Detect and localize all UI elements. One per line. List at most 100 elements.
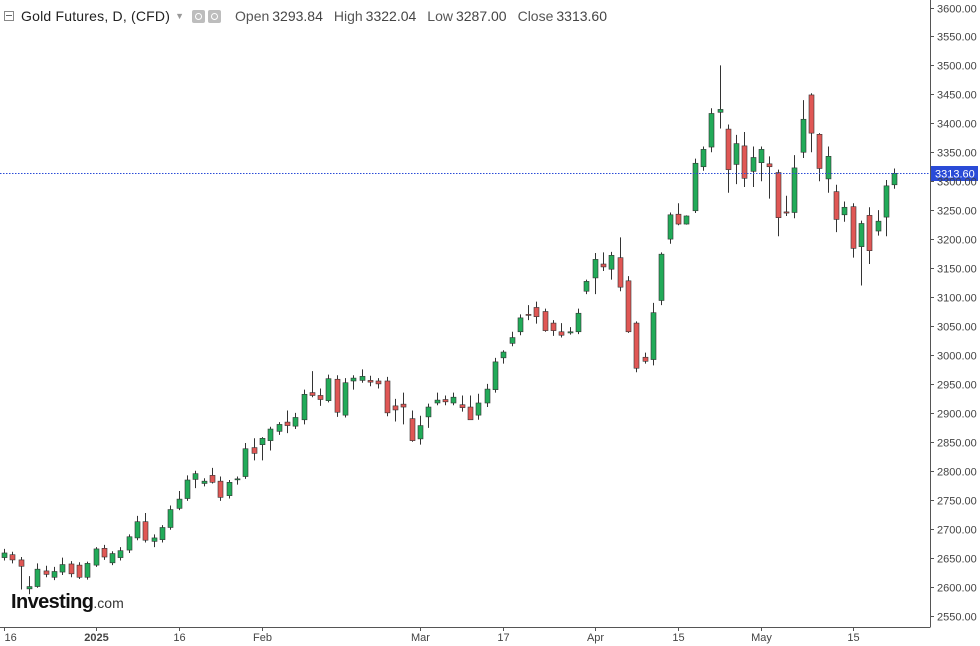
candle-down[interactable] — [600, 252, 607, 271]
candle-up[interactable] — [1, 548, 8, 561]
candle-up[interactable] — [667, 212, 674, 244]
candle-up[interactable] — [151, 534, 158, 548]
candle-up[interactable] — [267, 426, 274, 451]
candle-up[interactable] — [242, 442, 249, 479]
candle-down[interactable] — [741, 131, 748, 188]
candle-down[interactable] — [467, 395, 474, 421]
candle-up[interactable] — [184, 475, 191, 501]
candle-down[interactable] — [866, 207, 873, 265]
candle-up[interactable] — [93, 547, 100, 567]
candle-down[interactable] — [850, 203, 857, 258]
candle-down[interactable] — [284, 410, 291, 434]
candle-up[interactable] — [359, 369, 366, 383]
candle-down[interactable] — [550, 320, 557, 336]
candle-down[interactable] — [334, 375, 341, 417]
candle-down[interactable] — [459, 395, 466, 412]
candle-up[interactable] — [425, 403, 432, 428]
candle-down[interactable] — [18, 557, 25, 590]
candle-up[interactable] — [750, 146, 757, 188]
candle-down[interactable] — [633, 321, 640, 373]
candle-up[interactable] — [708, 108, 715, 153]
candle-up[interactable] — [201, 478, 208, 487]
candle-up[interactable] — [167, 505, 174, 530]
candle-up[interactable] — [34, 563, 41, 588]
candle-down[interactable] — [68, 561, 75, 578]
candle-down[interactable] — [675, 203, 682, 226]
candle-up[interactable] — [883, 180, 890, 237]
candle-up[interactable] — [683, 215, 690, 225]
candle-down[interactable] — [367, 375, 374, 387]
candle-down[interactable] — [725, 124, 732, 193]
candle-down[interactable] — [409, 410, 416, 442]
candle-down[interactable] — [217, 476, 224, 501]
candle-down[interactable] — [558, 323, 565, 338]
candle-up[interactable] — [51, 566, 58, 581]
candle-down[interactable] — [76, 562, 83, 580]
candle-up[interactable] — [276, 422, 283, 435]
settings-icon[interactable] — [192, 9, 206, 23]
candle-up[interactable] — [342, 378, 349, 418]
candle-up[interactable] — [692, 158, 699, 214]
candle-down[interactable] — [617, 237, 624, 292]
candle-up[interactable] — [858, 220, 865, 286]
candle-down[interactable] — [775, 169, 782, 237]
candle-up[interactable] — [325, 374, 332, 403]
candle-up[interactable] — [825, 146, 832, 193]
candle-down[interactable] — [9, 551, 16, 564]
candle-down[interactable] — [625, 276, 632, 333]
candle-up[interactable] — [226, 480, 233, 499]
candle-down[interactable] — [317, 388, 324, 406]
candle-up[interactable] — [650, 302, 657, 366]
candle-down[interactable] — [525, 305, 532, 321]
instrument-title[interactable]: Gold Futures, D, (CFD) — [21, 8, 171, 24]
candle-up[interactable] — [717, 65, 724, 129]
candle-up[interactable] — [875, 210, 882, 236]
candle-up[interactable] — [733, 134, 740, 185]
candle-up[interactable] — [417, 415, 424, 445]
candle-up[interactable] — [800, 100, 807, 159]
candle-up[interactable] — [259, 437, 266, 461]
candle-up[interactable] — [583, 279, 590, 295]
collapse-icon[interactable] — [4, 11, 14, 21]
candle-down[interactable] — [766, 156, 773, 199]
candle-up[interactable] — [891, 168, 898, 189]
candle-down[interactable] — [384, 376, 391, 417]
candle-down[interactable] — [392, 398, 399, 422]
candle-up[interactable] — [658, 252, 665, 306]
candle-down[interactable] — [642, 352, 649, 364]
candle-down[interactable] — [833, 184, 840, 233]
candle-down[interactable] — [43, 565, 50, 578]
visibility-icon[interactable] — [208, 9, 222, 23]
candle-up[interactable] — [791, 155, 798, 219]
candle-up[interactable] — [475, 393, 482, 420]
candle-up[interactable] — [592, 253, 599, 295]
candle-up[interactable] — [509, 331, 516, 347]
candle-up[interactable] — [484, 383, 491, 408]
candle-up[interactable] — [26, 576, 33, 595]
candle-up[interactable] — [109, 551, 116, 566]
candle-up[interactable] — [59, 557, 66, 575]
candle-up[interactable] — [126, 534, 133, 553]
candle-up[interactable] — [292, 412, 299, 430]
candle-up[interactable] — [450, 392, 457, 406]
candle-up[interactable] — [176, 491, 183, 511]
candle-up[interactable] — [301, 389, 308, 425]
chevron-down-icon[interactable]: ▼ — [175, 11, 185, 21]
candle-up[interactable] — [758, 146, 765, 182]
candle-up[interactable] — [608, 251, 615, 280]
candle-down[interactable] — [142, 513, 149, 543]
candle-up[interactable] — [500, 350, 507, 364]
candle-up[interactable] — [575, 308, 582, 335]
candle-up[interactable] — [434, 392, 441, 406]
candle-up[interactable] — [350, 375, 357, 390]
candle-down[interactable] — [442, 395, 449, 406]
candle-down[interactable] — [375, 378, 382, 389]
candle-down[interactable] — [209, 467, 216, 484]
candle-down[interactable] — [808, 93, 815, 153]
candle-up[interactable] — [841, 201, 848, 222]
candle-up[interactable] — [567, 327, 574, 335]
candle-up[interactable] — [84, 561, 91, 580]
candle-up[interactable] — [134, 515, 141, 541]
candle-up[interactable] — [517, 314, 524, 336]
